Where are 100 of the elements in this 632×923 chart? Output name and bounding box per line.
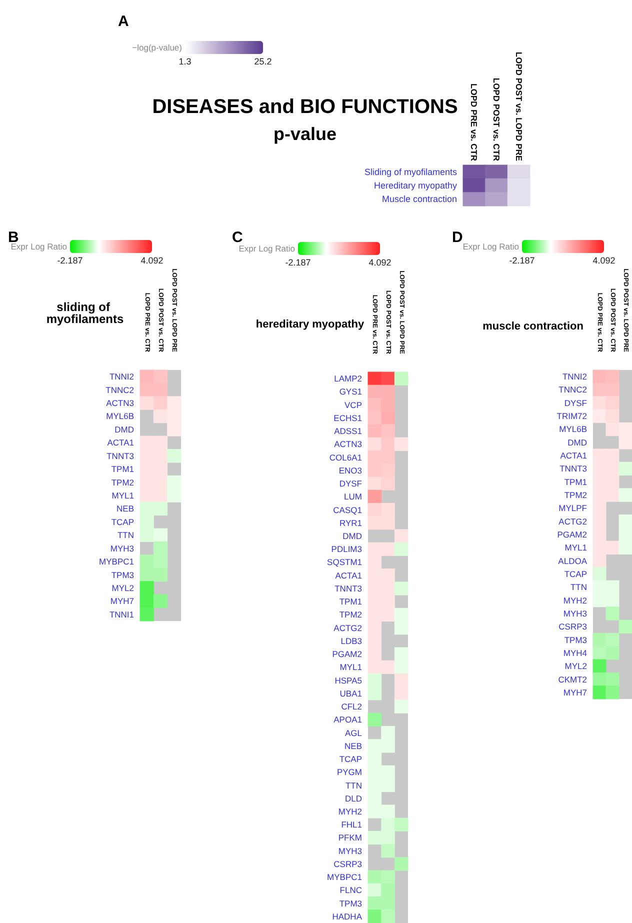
color-bar-title: Expr Log Ratio xyxy=(238,244,296,254)
y-tick-label: HSPA5 xyxy=(334,675,362,686)
y-tick-label: TPM1 xyxy=(564,476,588,487)
y-tick-label: MYL1 xyxy=(340,662,362,672)
y-tick-label: DYSF xyxy=(339,478,362,489)
y-tick-label: PFKM xyxy=(338,832,362,843)
color-bar-label: 4.092 xyxy=(140,256,164,266)
color-bar-title: Expr Log Ratio xyxy=(462,242,520,252)
y-tick-label: TNNT3 xyxy=(560,464,588,474)
chart-title: muscle contraction xyxy=(482,320,584,332)
y-tick-label: TPM3 xyxy=(564,634,588,645)
y-tick-label: MYH4 xyxy=(563,648,588,658)
y-tick-label: ACTG2 xyxy=(558,516,588,526)
y-tick-label: MYL2 xyxy=(564,661,588,672)
color-bar-label: 1.3 xyxy=(178,56,192,66)
y-tick-label: CKMT2 xyxy=(558,674,588,684)
y-tick-label: TNNC2 xyxy=(558,384,588,395)
y-tick-label: FHL1 xyxy=(341,820,362,830)
y-tick-label: MYL6B xyxy=(559,424,588,434)
y-tick-label: ACTN3 xyxy=(106,398,134,408)
y-tick-label: MYH7 xyxy=(110,596,134,606)
y-tick-label: TPM3 xyxy=(111,570,134,580)
x-tick-label: LOPD PRE vs. CTR xyxy=(469,84,480,161)
y-tick-label: DLD xyxy=(344,793,362,804)
y-tick-label: MYBPC1 xyxy=(327,872,362,882)
text: A xyxy=(118,13,129,30)
y-tick-label: CASQ1 xyxy=(333,504,362,515)
y-tick-label: CSRP3 xyxy=(558,622,588,632)
y-tick-label: CFL2 xyxy=(341,702,362,712)
chart-title: sliding of myofilaments xyxy=(46,300,124,326)
text: p-value xyxy=(273,124,337,144)
color-bar-label: -2.187 xyxy=(285,258,311,268)
y-tick-label: DMD xyxy=(114,424,134,434)
y-tick-label: TNNC2 xyxy=(106,384,134,395)
color-bar-title: Expr Log Ratio xyxy=(10,242,68,252)
y-tick-label: LDB3 xyxy=(340,636,362,646)
y-tick-label: TNNI2 xyxy=(562,372,588,382)
y-tick-label: DMD xyxy=(568,437,587,448)
color-bar-title: −log(p-value) xyxy=(132,42,182,52)
y-tick-label: TPM2 xyxy=(339,610,362,620)
y-tick-label: PDLIM3 xyxy=(331,544,362,554)
x-tick-label: LOPD POST vs. LOPD PRE xyxy=(514,52,524,162)
y-tick-label: MYH3 xyxy=(110,543,134,554)
y-tick-label: Hereditary myopathy xyxy=(374,180,458,190)
y-tick-label: LUM xyxy=(344,492,362,502)
y-tick-label: ECHS1 xyxy=(334,412,362,423)
y-tick-label: HADHA xyxy=(332,911,362,922)
y-tick-label: TNNI1 xyxy=(109,609,134,620)
color-bar-label: 4.092 xyxy=(368,258,392,268)
text: D xyxy=(452,229,463,246)
y-tick-label: SQSTM1 xyxy=(327,557,362,568)
y-tick-label: TPM2 xyxy=(564,490,588,500)
y-tick-label: MYH3 xyxy=(563,608,588,618)
y-tick-label: PYGM xyxy=(336,767,362,778)
y-tick-label: TPM3 xyxy=(339,898,362,908)
y-tick-label: TTN xyxy=(345,780,362,790)
x-tick-label: LOPD POST vs. CTR xyxy=(492,78,502,161)
text: C xyxy=(232,229,243,246)
y-tick-label: MYH7 xyxy=(563,687,588,698)
y-tick-label: TNNT3 xyxy=(106,450,134,461)
y-tick-label: MYL1 xyxy=(564,542,588,553)
color-bar-label: -2.187 xyxy=(509,256,535,266)
y-tick-label: ADSS1 xyxy=(334,426,362,436)
y-tick-label: TPM1 xyxy=(111,464,134,474)
y-tick-label: UBA1 xyxy=(340,688,362,698)
y-tick-label: CSRP3 xyxy=(334,858,362,869)
y-tick-label: TCAP xyxy=(564,568,588,579)
y-tick-label: TPM1 xyxy=(339,596,362,607)
y-tick-label: ACTA1 xyxy=(560,450,588,461)
y-tick-label: APOA1 xyxy=(334,714,362,725)
y-tick-label: RYR1 xyxy=(339,518,362,528)
y-tick-label: DMD xyxy=(342,530,362,541)
y-tick-label: FLNC xyxy=(340,885,362,896)
y-tick-label: Sliding of myofilaments xyxy=(364,166,458,177)
y-tick-label: Muscle contraction xyxy=(382,194,457,204)
y-tick-label: PGAM2 xyxy=(557,530,588,540)
y-tick-label: AGL xyxy=(344,728,362,738)
y-tick-label: TCAP xyxy=(111,516,134,527)
y-tick-label: ENO3 xyxy=(338,465,362,476)
y-tick-label: NEB xyxy=(344,740,362,751)
color-bar-label: -2.187 xyxy=(57,256,83,266)
color-bar-label: 25.2 xyxy=(254,56,272,66)
y-tick-label: TTN xyxy=(570,582,587,592)
y-tick-label: MYLPF xyxy=(558,503,587,514)
y-tick-label: TTN xyxy=(117,530,134,540)
y-tick-label: MYBPC1 xyxy=(99,556,134,567)
y-tick-label: ACTN3 xyxy=(334,439,362,450)
y-tick-label: MYH2 xyxy=(563,595,588,606)
y-tick-label: MYH3 xyxy=(338,846,362,856)
y-tick-label: DYSF xyxy=(564,398,587,408)
y-tick-label: MYL6B xyxy=(106,411,134,422)
y-tick-label: ACTG2 xyxy=(334,622,362,633)
y-tick-label: TPM2 xyxy=(111,477,134,488)
y-tick-label: MYL1 xyxy=(112,490,134,500)
y-tick-label: MYH2 xyxy=(338,806,362,816)
chart-title: DISEASES and BIO FUNCTIONS xyxy=(152,96,458,118)
y-tick-label: MYL2 xyxy=(112,582,134,593)
y-tick-label: NEB xyxy=(116,504,134,514)
y-tick-label: TNNI2 xyxy=(109,372,134,382)
y-tick-label: GYS1 xyxy=(339,386,362,397)
